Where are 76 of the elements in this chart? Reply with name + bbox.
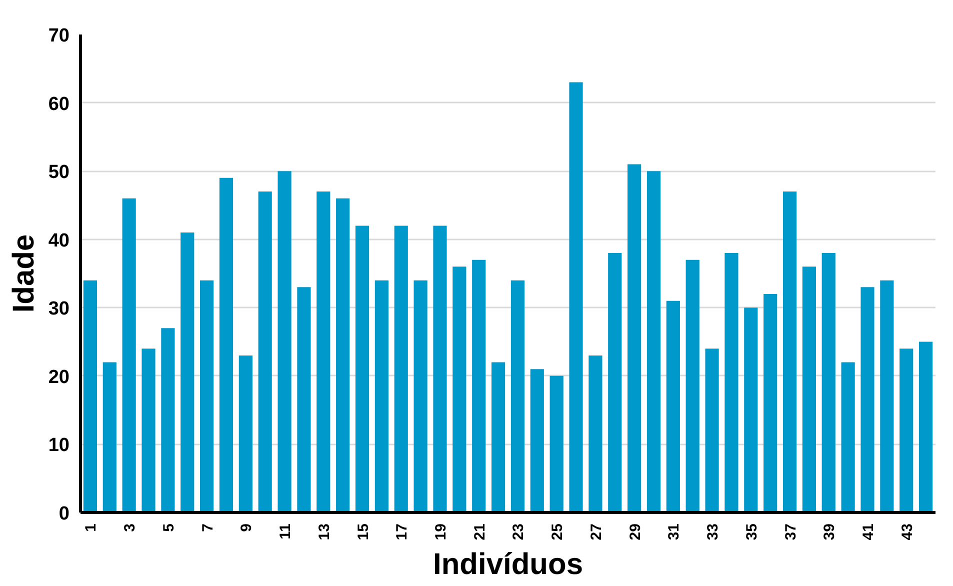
x-tick-label: 43 (898, 523, 916, 540)
bar (588, 355, 602, 512)
bar (666, 300, 680, 512)
bar (452, 266, 466, 512)
x-tick-label: 29 (626, 523, 644, 540)
bar (900, 348, 914, 512)
bar (822, 253, 836, 512)
bar (744, 308, 758, 512)
x-tick-label: 33 (704, 523, 722, 540)
bar (841, 362, 855, 512)
bar (569, 82, 583, 512)
x-tick-label: 11 (277, 524, 294, 540)
x-tick-label: 39 (821, 523, 838, 540)
bar (802, 266, 816, 512)
bar (414, 280, 428, 512)
bar (278, 171, 292, 512)
x-tick-label: 27 (588, 523, 605, 540)
bar (608, 253, 622, 512)
bar (782, 192, 797, 512)
x-tick-label: 41 (860, 523, 877, 540)
bar (628, 164, 642, 512)
y-tick-label: 50 (48, 162, 70, 184)
bar (510, 280, 525, 512)
x-tick-label: 5 (160, 524, 178, 532)
bar (686, 260, 700, 512)
bar (200, 280, 214, 512)
x-tick-label: 25 (549, 523, 566, 540)
x-tick-label: 19 (432, 523, 450, 540)
y-tick-label: 10 (48, 435, 70, 456)
x-tick-label: 31 (666, 523, 683, 540)
bar (316, 192, 330, 512)
y-axis-title: Idade (7, 234, 40, 313)
bar (102, 362, 116, 512)
x-tick-label: 21 (471, 523, 488, 540)
x-tick-label: 7 (199, 524, 216, 532)
x-tick-label: 37 (782, 523, 800, 540)
bar (219, 178, 234, 512)
bar (646, 171, 661, 512)
bar (83, 280, 98, 512)
bar (705, 348, 719, 512)
bar (530, 369, 544, 512)
bar (238, 355, 252, 512)
bar (472, 260, 486, 512)
x-tick-label: 3 (122, 524, 139, 532)
bar (880, 280, 894, 512)
bar (724, 253, 738, 512)
x-tick-label: 1 (82, 524, 100, 532)
bar (491, 362, 506, 512)
bar (336, 198, 350, 512)
y-tick-label: 20 (48, 366, 70, 388)
x-tick-label: 13 (316, 523, 333, 540)
x-tick-label: 9 (238, 524, 256, 532)
y-tick-label: 30 (48, 298, 70, 320)
x-tick-label: 23 (510, 523, 528, 540)
x-axis-title: Indivíduos (433, 548, 583, 582)
bar (355, 226, 370, 512)
y-tick-label: 70 (48, 26, 70, 46)
bar (142, 348, 156, 512)
x-tick-label: 17 (394, 523, 411, 540)
y-tick-label: 60 (48, 94, 70, 115)
y-tick-label: 0 (58, 504, 70, 524)
bar (433, 226, 447, 512)
y-tick-label: 40 (48, 230, 70, 252)
bar (122, 198, 136, 512)
bar (161, 328, 175, 512)
bar (297, 287, 311, 512)
bar (860, 287, 874, 512)
bar (764, 294, 778, 512)
bar (180, 232, 194, 512)
x-tick-label: 15 (354, 523, 372, 540)
bar (918, 342, 933, 512)
bar (374, 280, 388, 512)
bar (550, 376, 564, 512)
bar (394, 226, 408, 512)
bar (258, 192, 272, 512)
x-tick-label: 35 (743, 523, 760, 540)
